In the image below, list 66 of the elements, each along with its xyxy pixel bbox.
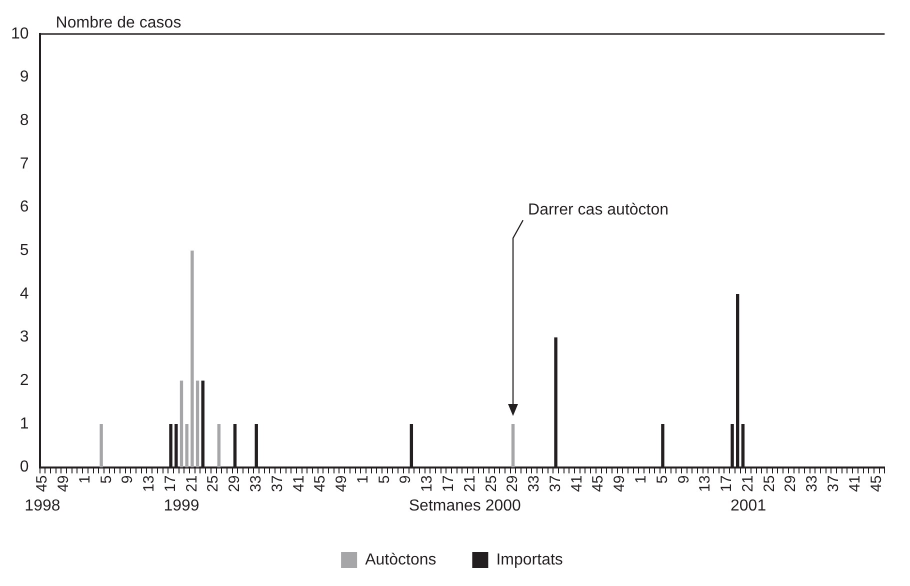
x-tick-label: 49 bbox=[333, 475, 350, 492]
y-tick-label: 0 bbox=[20, 458, 29, 476]
x-tick-label: 37 bbox=[546, 475, 564, 492]
x-tick-label: 25 bbox=[482, 475, 500, 492]
x-tick-label: 49 bbox=[55, 475, 72, 492]
x-tick-label: 17 bbox=[162, 475, 179, 492]
y-axis-title: Nombre de casos bbox=[56, 14, 182, 32]
text: 1998 bbox=[24, 497, 60, 514]
x-tick-label: 45 bbox=[34, 475, 51, 492]
x-tick-label: 5 bbox=[654, 475, 671, 484]
x-tick-label: 41 bbox=[568, 475, 586, 492]
y-tick-label: 7 bbox=[20, 155, 29, 172]
x-tick-label: 9 bbox=[119, 475, 136, 484]
x-tick-label: 29 bbox=[504, 475, 522, 492]
x-tick-label: 13 bbox=[418, 475, 436, 492]
x-tick-label: 45 bbox=[590, 475, 607, 492]
x-tick-label: 9 bbox=[675, 475, 692, 484]
x-tick-label: 37 bbox=[824, 475, 842, 492]
bar bbox=[511, 424, 515, 468]
x-tick-label: 33 bbox=[248, 475, 264, 492]
x-tick-label: 9 bbox=[397, 475, 414, 484]
y-tick-label: 3 bbox=[20, 328, 29, 346]
x-tick-label: 13 bbox=[140, 475, 158, 492]
x-tick-label: 29 bbox=[226, 475, 244, 492]
bar bbox=[185, 424, 188, 468]
bar bbox=[180, 380, 184, 468]
x-tick-label: 1 bbox=[632, 475, 650, 484]
bar bbox=[217, 424, 221, 468]
x-tick-label: 21 bbox=[739, 475, 756, 492]
x-tick-label: 17 bbox=[440, 475, 457, 492]
x-tick-label: 13 bbox=[696, 475, 714, 492]
y-tick-label: 1 bbox=[20, 415, 29, 432]
legend-label: Importats bbox=[496, 551, 563, 568]
bar bbox=[196, 380, 200, 468]
bar bbox=[100, 424, 103, 468]
x-tick-label: 45 bbox=[868, 475, 885, 492]
x-tick-label: 25 bbox=[204, 475, 222, 492]
y-tick-label: 5 bbox=[20, 242, 29, 260]
text: 1999 bbox=[164, 497, 200, 514]
x-tick-label: 49 bbox=[611, 475, 628, 492]
legend-label: Autòctons bbox=[365, 551, 436, 568]
annotation: Darrer cas autòcton bbox=[528, 202, 669, 219]
y-tick-label: 8 bbox=[20, 112, 29, 130]
x-tick-label: 21 bbox=[461, 475, 478, 492]
x-tick-label: 41 bbox=[846, 475, 864, 492]
x-tick-label: 33 bbox=[526, 475, 543, 492]
x-tick-label: 17 bbox=[718, 475, 736, 492]
x-tick-label: 37 bbox=[268, 475, 286, 492]
y-tick-label: 6 bbox=[20, 198, 29, 216]
x-tick-label: 1 bbox=[76, 475, 94, 484]
x-tick-label: 5 bbox=[376, 475, 393, 484]
x-tick-label: 5 bbox=[98, 475, 115, 484]
x-tick-label: 21 bbox=[183, 475, 200, 492]
x-tick-label: 41 bbox=[290, 475, 308, 492]
y-tick-label: 10 bbox=[11, 25, 29, 42]
text: Setmanes 2000 bbox=[408, 497, 522, 514]
x-tick-label: 1 bbox=[354, 475, 372, 484]
x-tick-label: 29 bbox=[782, 475, 800, 492]
x-tick-label: 33 bbox=[804, 475, 821, 492]
bar bbox=[190, 250, 194, 468]
x-tick-label: 45 bbox=[312, 475, 329, 492]
x-tick-label: 25 bbox=[760, 475, 778, 492]
text: 2001 bbox=[730, 497, 766, 514]
y-tick-label: 9 bbox=[20, 68, 29, 86]
y-tick-label: 4 bbox=[20, 285, 29, 302]
y-tick-label: 2 bbox=[20, 372, 29, 390]
